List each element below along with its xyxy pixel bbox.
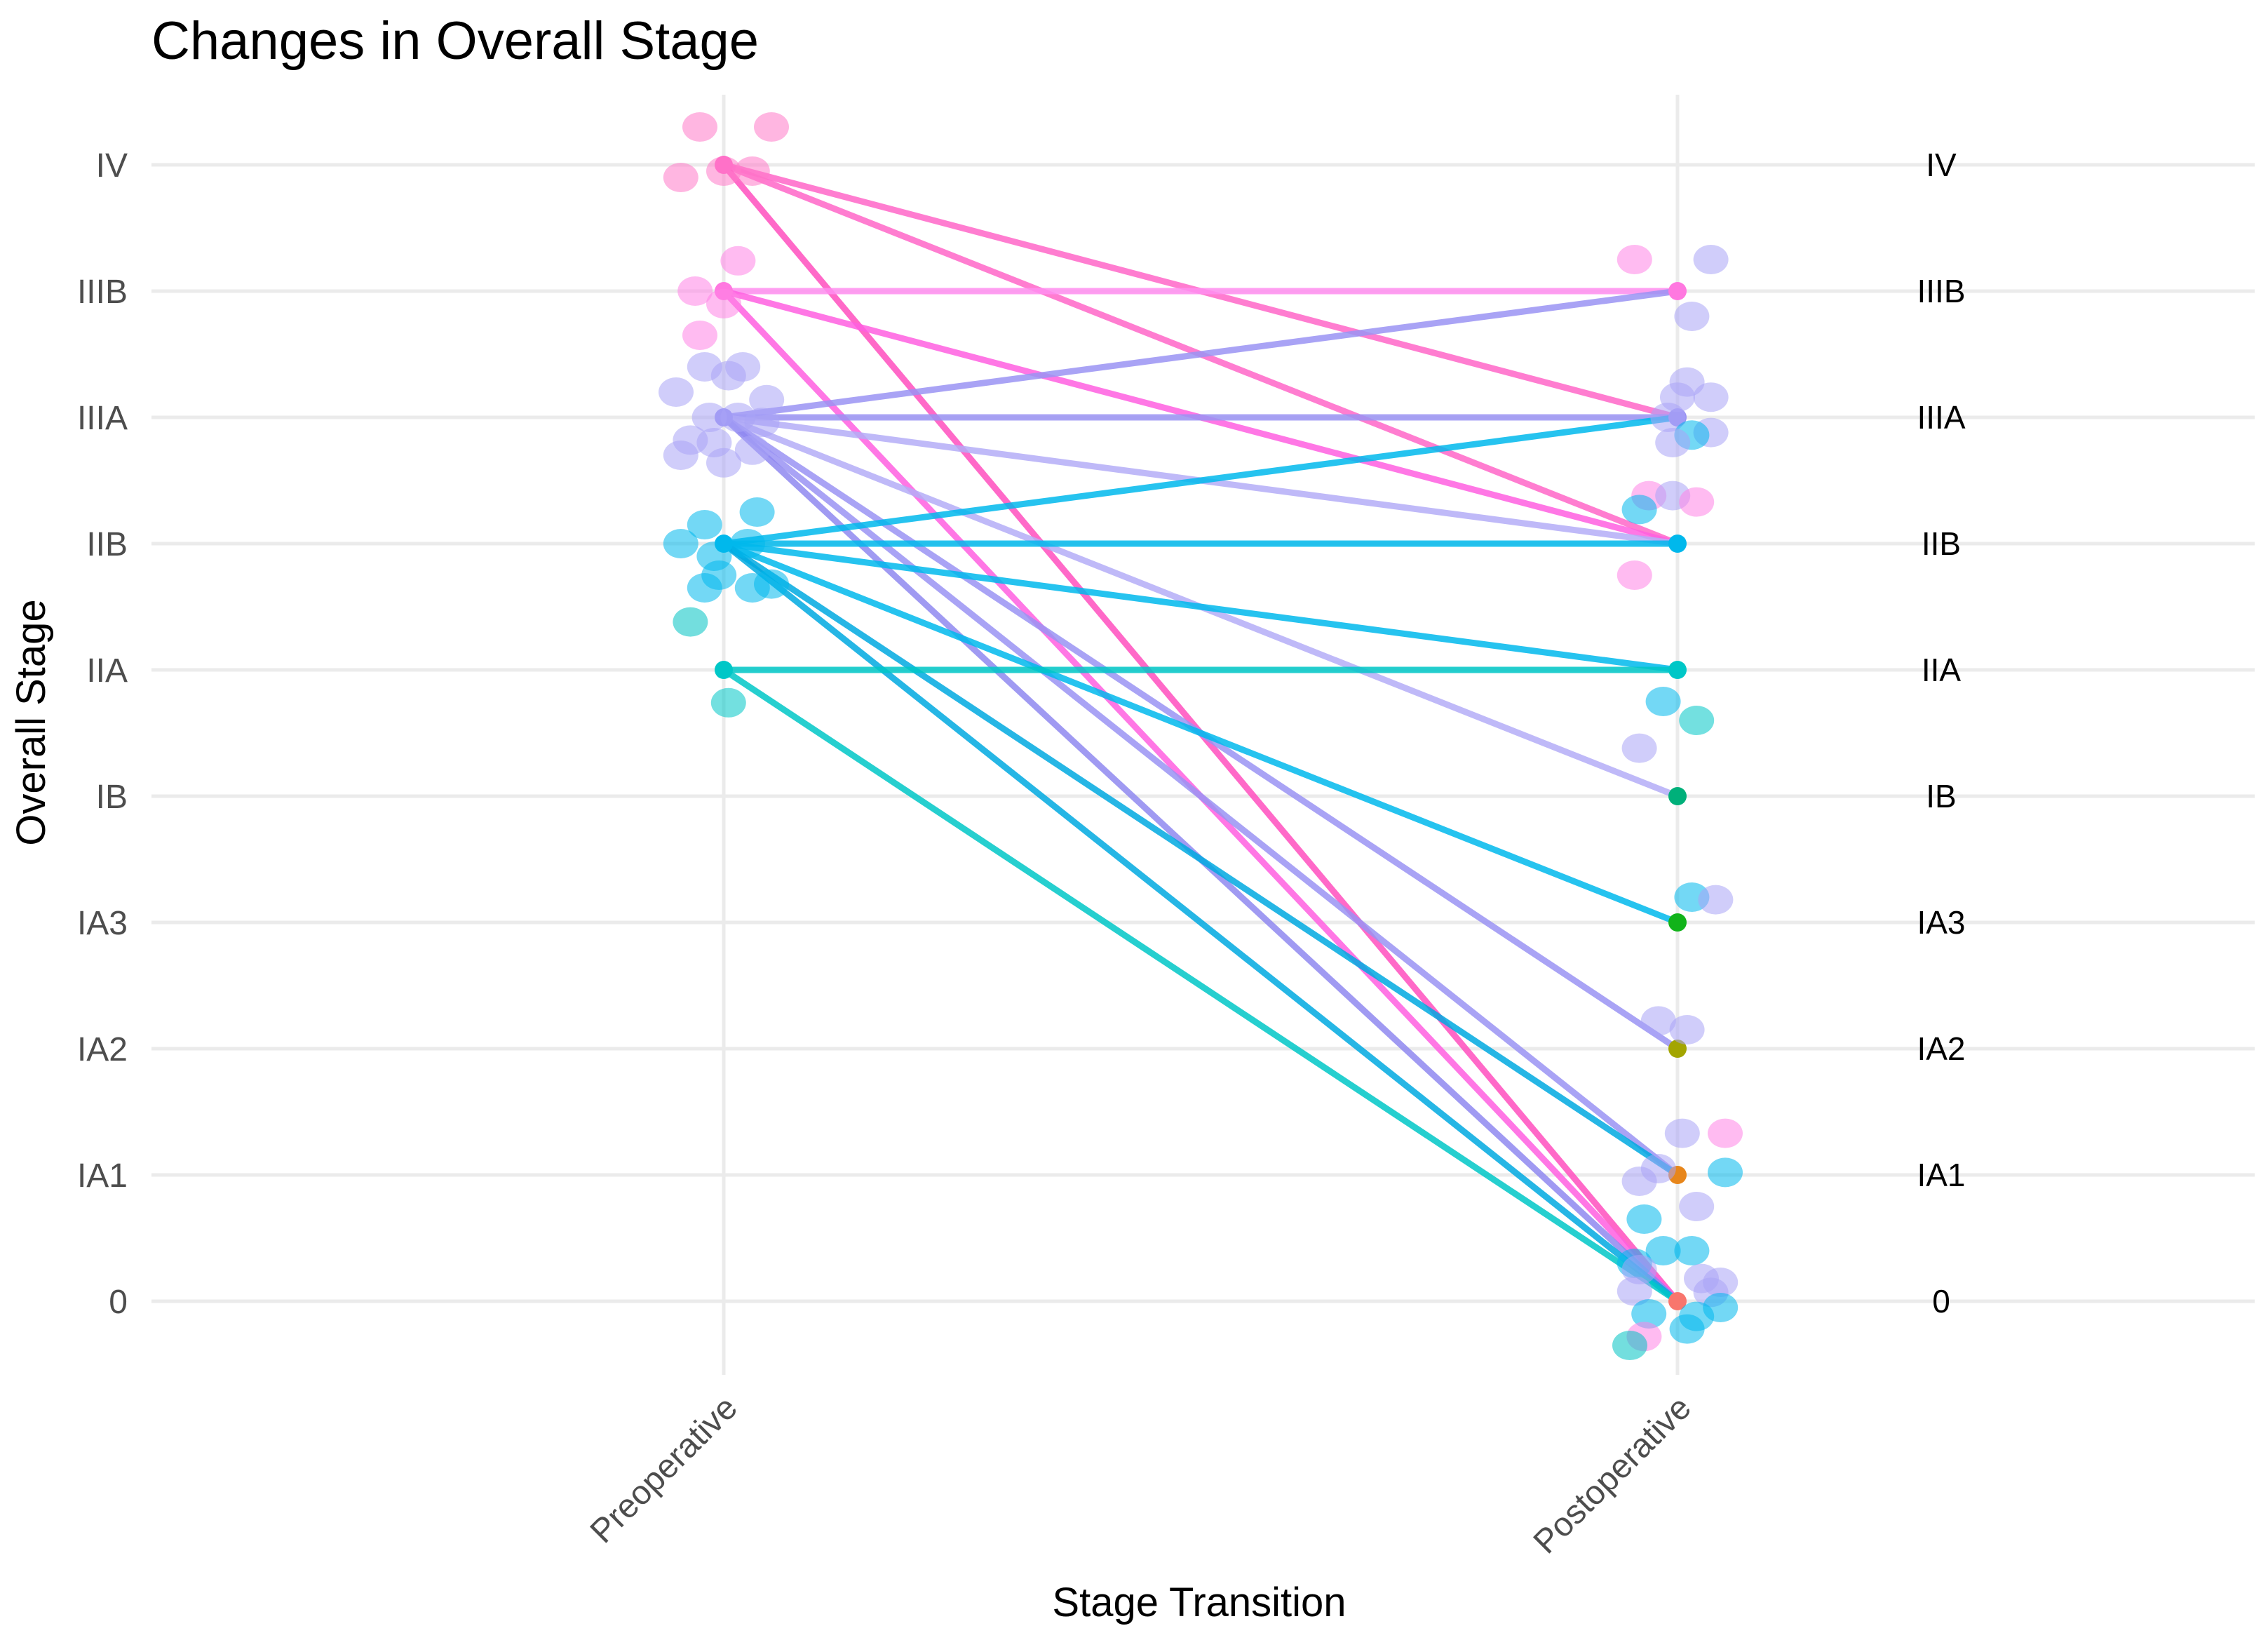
data-point — [1616, 245, 1652, 274]
transition-line — [720, 666, 1681, 1305]
data-point — [1626, 1204, 1662, 1234]
data-point — [1679, 487, 1715, 517]
y-axis-label: Overall Stage — [8, 599, 54, 845]
data-point — [734, 156, 770, 186]
data-point — [1621, 1167, 1657, 1196]
data-point — [1621, 733, 1657, 763]
transition-line — [720, 540, 1681, 926]
y-tick-label: IIIA — [77, 400, 128, 437]
data-point — [1664, 1118, 1700, 1148]
y-tick-label: IA3 — [77, 905, 128, 942]
data-point — [1631, 1299, 1667, 1329]
data-point — [1621, 495, 1657, 525]
y-tick-label: IIA — [86, 652, 128, 690]
right-stage-label: IIIA — [1917, 399, 1965, 436]
data-point — [706, 448, 741, 478]
data-point — [1679, 1192, 1715, 1221]
right-stage-label: IIA — [1922, 652, 1962, 688]
data-point — [663, 163, 698, 192]
data-point — [1616, 1276, 1652, 1306]
data-point — [1674, 1236, 1710, 1265]
right-stage-label: 0 — [1932, 1283, 1950, 1319]
grid-lines — [151, 95, 2255, 1375]
data-point — [1645, 1236, 1681, 1265]
data-point — [739, 497, 775, 527]
data-point — [710, 687, 746, 718]
transition-line — [720, 288, 1681, 421]
data-point — [663, 529, 698, 558]
data-point — [1669, 1015, 1705, 1044]
data-point — [1693, 382, 1729, 412]
y-tick-label: IV — [96, 147, 128, 184]
data-point — [1703, 1293, 1739, 1322]
data-point — [1640, 1006, 1676, 1036]
chart-title: Changes in Overall Stage — [151, 11, 759, 71]
data-point — [1616, 560, 1652, 590]
data-point — [754, 112, 789, 142]
transition-line — [720, 540, 1681, 1178]
y-tick-label: IB — [96, 779, 128, 816]
data-point — [1650, 403, 1686, 432]
endpoint-marker — [1668, 282, 1687, 300]
data-point — [663, 441, 698, 470]
data-point — [720, 246, 756, 276]
data-point — [706, 289, 741, 318]
right-stage-label: IIIB — [1917, 273, 1965, 309]
right-stage-label: IA3 — [1917, 904, 1965, 941]
x-axis-label: Stage Transition — [1052, 1580, 1346, 1625]
data-point — [682, 112, 717, 142]
right-stage-label: IA2 — [1917, 1030, 1965, 1067]
data-point — [754, 569, 789, 599]
right-stage-labels: IV IIIB IIIA IIB IIA IB IA3 IA2 IA1 0 — [1917, 147, 1965, 1319]
endpoint-marker — [715, 661, 733, 679]
right-stage-label: IB — [1926, 778, 1956, 814]
transition-line — [720, 414, 1681, 547]
endpoint-marker — [1668, 913, 1687, 932]
data-point — [1612, 1331, 1647, 1360]
data-point — [1708, 1157, 1743, 1188]
data-point — [1698, 885, 1734, 915]
y-tick-label: IIB — [86, 526, 128, 563]
data-point — [710, 361, 746, 391]
endpoint-marker — [1668, 787, 1687, 805]
data-point — [673, 607, 708, 637]
data-point — [682, 321, 717, 350]
data-point — [659, 377, 694, 407]
endpoint-marker — [1668, 661, 1687, 679]
data-point — [730, 529, 765, 558]
y-tick-label: IA1 — [77, 1157, 128, 1195]
endpoint-marker — [1668, 535, 1687, 553]
data-point — [687, 510, 722, 539]
y-tick-label: 0 — [109, 1284, 128, 1321]
transition-lines — [715, 156, 1687, 1310]
jitter-points — [659, 112, 1743, 1360]
data-point — [1679, 706, 1715, 735]
data-point — [744, 408, 780, 438]
right-stage-label: IV — [1926, 147, 1957, 183]
y-tick-label: IIIB — [77, 274, 128, 311]
endpoint-marker — [1668, 1292, 1687, 1310]
data-point — [687, 573, 722, 603]
right-stage-label: IIB — [1922, 525, 1961, 562]
data-point — [749, 384, 785, 415]
endpoint-marker — [1668, 1040, 1687, 1058]
data-point — [1693, 245, 1729, 274]
data-point — [1645, 687, 1681, 716]
data-point — [677, 276, 713, 306]
data-point — [734, 435, 770, 465]
transition-line — [720, 540, 1681, 673]
y-tick-labels: 0 IA1 IA2 IA3 IB IIA IIB IIIA IIIB IV — [77, 147, 128, 1321]
right-stage-label: IA1 — [1917, 1157, 1965, 1193]
y-tick-label: IA2 — [77, 1031, 128, 1068]
data-point — [1669, 1314, 1705, 1344]
data-point — [1708, 1118, 1743, 1148]
data-point — [691, 403, 727, 432]
data-point — [706, 156, 741, 186]
data-point — [1655, 428, 1691, 457]
data-point — [1674, 302, 1710, 331]
